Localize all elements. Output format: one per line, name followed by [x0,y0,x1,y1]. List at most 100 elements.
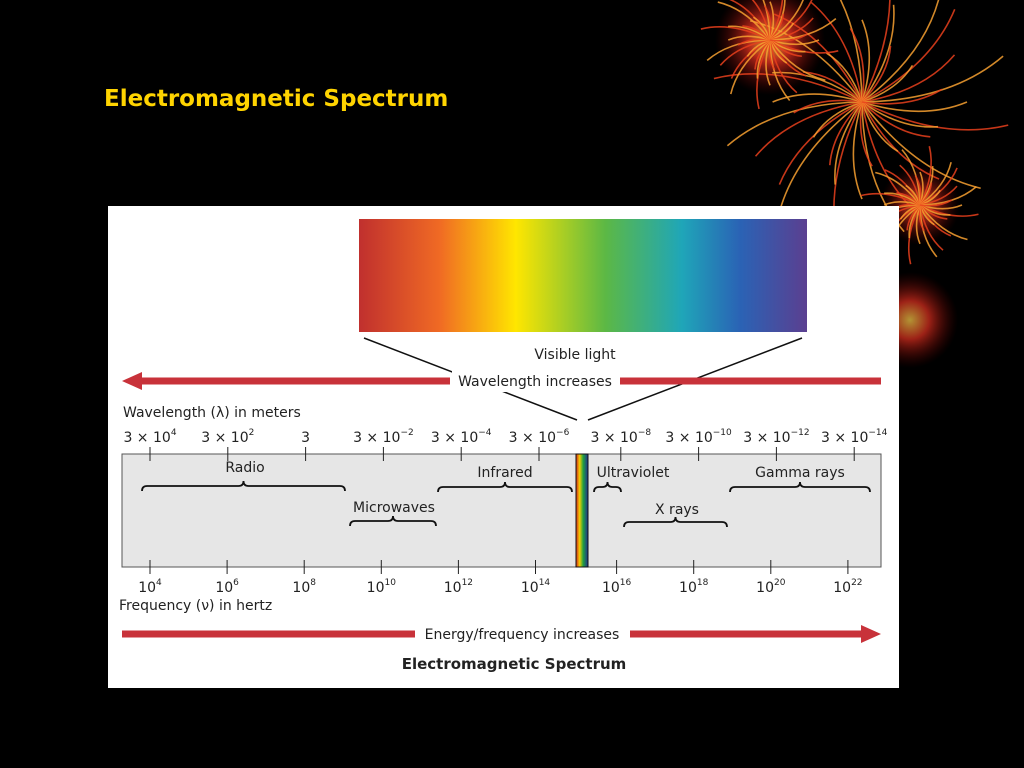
firework-ray [769,0,804,41]
arrow-head [861,625,881,643]
tick-label: 3 × 10−4 [431,428,492,446]
tick-label: 108 [292,578,316,596]
firework-ray [769,33,808,42]
firework-ray [751,0,771,41]
firework-ray [861,64,914,103]
tick-base: 10 [292,580,310,596]
tick-exponent: 10 [384,578,396,588]
firework-ray [772,93,863,103]
tick-exponent: 14 [539,578,551,588]
firework-ray [849,27,865,103]
firework-ray [861,88,943,105]
tick-exponent: 8 [310,578,316,588]
band-label: Ultraviolet [597,465,670,481]
firework-ray [719,39,771,66]
firework-ray [729,39,771,95]
tick-base: 3 [301,430,310,446]
firework-ray [726,101,863,147]
firework-ray [919,146,932,206]
firework-ray [859,101,873,167]
firework-ray [901,149,921,206]
brace [729,481,871,493]
visible-spectrum [359,219,807,332]
tick-label: 3 × 102 [201,428,254,446]
firework-ray [828,101,863,166]
tick-exponent: −14 [868,428,887,438]
tick-exponent: −8 [638,428,652,438]
tick-label: 1022 [833,578,862,596]
firework-ray [861,0,891,103]
firework-ray [861,0,940,103]
tick-base: 10 [833,580,851,596]
tick-exponent: −2 [400,428,413,438]
firework-ray [762,0,771,41]
tick-exponent: 12 [462,578,473,588]
firework-ray [749,19,863,103]
firework-ray [769,0,813,41]
tick-exponent: 22 [851,578,862,588]
tick-exponent: −10 [713,428,732,438]
brace [593,481,622,493]
firework-ray [839,0,863,103]
tick-base: 3 × 10 [353,430,400,446]
tick-base: 3 × 10 [743,430,790,446]
firework-ray [861,101,939,128]
tick-base: 3 × 10 [509,430,556,446]
brace [623,516,728,528]
tick-base: 10 [679,580,697,596]
firework-ray [919,204,944,251]
firework-ray [861,101,899,153]
tick-label: 3 × 10−10 [665,428,732,446]
firework-ray [875,171,921,206]
tick-exponent: 4 [156,578,162,588]
firework-ray [861,101,931,138]
firework-ray [700,26,771,41]
frequency-axis-title: Frequency (ν) in hertz [119,598,272,614]
firework-ray [754,101,863,157]
firework-ray [834,101,863,185]
firework-ray [769,39,798,94]
wavelength-axis-title: Wavelength (λ) in meters [123,405,301,421]
band-label: Infrared [477,465,532,481]
tick-base: 3 × 10 [821,430,868,446]
brace [437,481,573,493]
tick-label: 1016 [602,578,632,596]
tick-label: 1018 [679,578,709,596]
slide-title: Electromagnetic Spectrum [104,86,448,112]
tick-exponent: 20 [774,578,786,588]
tick-label: 1014 [521,578,551,596]
firework-ray [778,101,863,185]
firework-ray [769,39,839,54]
firework-ray [861,45,892,103]
tick-exponent: −4 [478,428,492,438]
firework-ray [729,0,771,41]
tick-label: 1020 [756,578,786,596]
tick-base: 10 [602,580,620,596]
band-label: Radio [225,460,264,476]
firework-ray [861,8,956,103]
band-label: Microwaves [353,500,435,516]
firework-ray [826,52,863,103]
firework-ray [773,13,863,103]
tick-label: 1010 [367,578,397,596]
firework-ray [861,19,871,103]
tick-base: 3 × 10 [590,430,637,446]
arrow-head [122,372,142,390]
tick-base: 10 [367,580,385,596]
tick-base: 3 × 10 [431,430,478,446]
tick-label: 3 × 10−6 [509,428,570,446]
firework-ray [860,192,921,206]
firework-ray [861,101,968,113]
tick-label: 106 [215,578,239,596]
brace [141,480,346,492]
wavelength-arrow-label: Wavelength increases [458,374,612,390]
tick-exponent: −6 [556,428,570,438]
tick-exponent: −12 [791,428,810,438]
tick-exponent: 16 [620,578,632,588]
firework-ray [919,204,968,241]
tick-label: 3 × 10−12 [743,428,809,446]
band-label: X rays [655,502,699,518]
brace [349,515,437,527]
